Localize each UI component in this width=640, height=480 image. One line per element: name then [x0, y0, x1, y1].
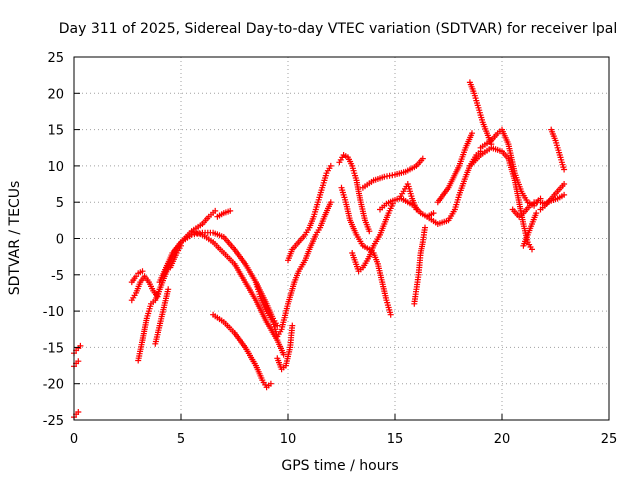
plus-markers: [285, 162, 334, 264]
series-arc10: [167, 242, 184, 271]
plus-markers: [398, 195, 437, 220]
x-tick-label: 15: [387, 432, 404, 447]
plus-markers: [466, 79, 495, 148]
y-tick-label: 25: [47, 51, 64, 66]
series-arc26: [466, 79, 495, 148]
series-arc1: [71, 342, 84, 357]
series-arc32: [548, 126, 568, 173]
y-tick-label: -25: [43, 414, 64, 429]
series-arc2: [71, 358, 82, 370]
plus-markers: [152, 286, 172, 347]
series-arc11: [188, 207, 219, 235]
series-arc17: [336, 152, 373, 235]
plus-markers: [71, 358, 82, 370]
series-arc23: [411, 224, 428, 307]
series-arc33: [520, 210, 540, 249]
series-arc13: [214, 207, 234, 220]
plus-markers: [71, 342, 84, 357]
y-tick-label: -20: [43, 378, 64, 393]
series-arc14: [252, 199, 334, 340]
y-tick-label: 15: [47, 124, 64, 139]
plus-markers: [477, 126, 538, 209]
y-tick-label: 0: [56, 233, 64, 248]
x-tick-label: 10: [280, 432, 297, 447]
plus-markers: [71, 409, 82, 421]
plus-markers: [359, 155, 426, 191]
series-arc31: [537, 181, 568, 213]
chart-title: Day 311 of 2025, Sidereal Day-to-day VTE…: [59, 21, 617, 37]
series-arc15: [274, 322, 296, 373]
x-tick-label: 0: [70, 432, 78, 447]
plus-markers: [128, 268, 146, 286]
y-tick-label: -15: [43, 341, 64, 356]
series-arc18: [338, 184, 394, 318]
plus-markers: [434, 130, 475, 206]
gridlines: [74, 57, 609, 420]
tick-labels: 0 5 10 15 20 25 -25 -20 -15 -10 -5 0 5 10 15 20 25: [43, 51, 618, 447]
plus-markers: [411, 224, 428, 307]
plus-markers: [188, 207, 219, 235]
x-tick-label: 5: [177, 432, 185, 447]
y-tick-label: 10: [47, 160, 64, 175]
series-arc28: [477, 126, 538, 209]
x-tick-label: 20: [494, 432, 511, 447]
series-arc20: [359, 155, 426, 191]
plus-markers: [167, 242, 184, 271]
y-tick-label: 5: [56, 196, 64, 211]
data-marks: [71, 79, 568, 421]
series-arc16: [285, 162, 334, 264]
x-tick-label: 25: [601, 432, 618, 447]
plus-markers: [548, 126, 568, 173]
y-tick-label: 20: [47, 87, 64, 102]
series-arc22: [398, 195, 437, 220]
plus-markers: [349, 200, 396, 275]
y-axis-label: SDTVAR / TECUs: [7, 181, 23, 296]
series-arc12: [210, 311, 274, 391]
series-arc5: [128, 268, 146, 286]
series-arc7: [152, 286, 172, 347]
y-tick-label: -5: [51, 269, 64, 284]
plus-markers: [210, 311, 274, 391]
series-arc25: [434, 130, 475, 206]
plus-markers: [520, 210, 540, 249]
plus-markers: [338, 184, 394, 318]
plus-markers: [214, 207, 234, 220]
y-tick-label: -10: [43, 305, 64, 320]
plus-markers: [274, 322, 296, 373]
plus-markers: [537, 181, 568, 213]
series-arc3: [71, 409, 82, 421]
series-arc19: [349, 200, 396, 275]
plus-markers: [252, 199, 334, 340]
plus-markers: [336, 152, 373, 235]
x-axis-label: GPS time / hours: [281, 458, 398, 474]
